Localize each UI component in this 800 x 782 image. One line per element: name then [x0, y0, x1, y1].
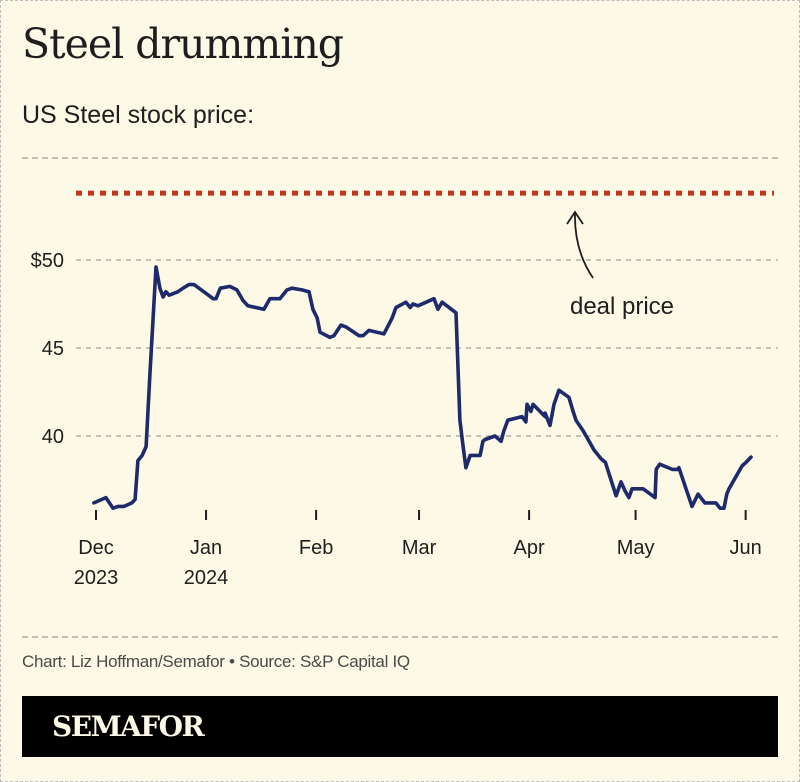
- x-tick-label: 2023: [74, 567, 119, 589]
- y-axis-ticks: $50 45 40: [31, 250, 64, 448]
- source-credit: Chart: Liz Hoffman/Semafor • Source: S&P…: [22, 652, 410, 671]
- y-tick-label: $50: [31, 250, 64, 272]
- arrow-head-icon: [566, 210, 584, 225]
- x-tick-label: Mar: [402, 537, 437, 559]
- x-tick-label: Jun: [730, 537, 762, 559]
- x-tick-label: 2024: [184, 567, 229, 589]
- x-tick-label: Apr: [514, 537, 545, 559]
- series-line-us-steel: [92, 265, 753, 510]
- semafor-logo: SEMAFOR: [52, 710, 205, 743]
- annotation-arrow: [574, 212, 594, 279]
- x-tick-label: Jan: [190, 537, 222, 559]
- x-axis-ticks: Dec 2023 Jan 2024 Feb Mar Apr May Jun: [74, 510, 762, 589]
- gridlines: [76, 259, 778, 437]
- line-chart: $50 45 40 Dec 2023 Jan 2024 Feb Mar Apr May Jun de…: [31, 190, 778, 589]
- deal-price-reference: deal price: [76, 190, 774, 320]
- x-tick-label: Feb: [299, 537, 333, 559]
- x-tick-label: May: [617, 537, 655, 559]
- x-tick-label: Dec: [78, 537, 114, 559]
- y-tick-label: 40: [42, 426, 64, 448]
- chart-subtitle: US Steel stock price:: [22, 101, 255, 129]
- brand-bar: SEMAFOR: [22, 696, 778, 757]
- bottom-divider: [22, 636, 778, 638]
- top-divider: [22, 157, 778, 159]
- series-group: [92, 265, 753, 510]
- y-tick-label: 45: [42, 338, 64, 360]
- chart-title: Steel drumming: [22, 20, 344, 68]
- deal-price-label: deal price: [570, 293, 674, 320]
